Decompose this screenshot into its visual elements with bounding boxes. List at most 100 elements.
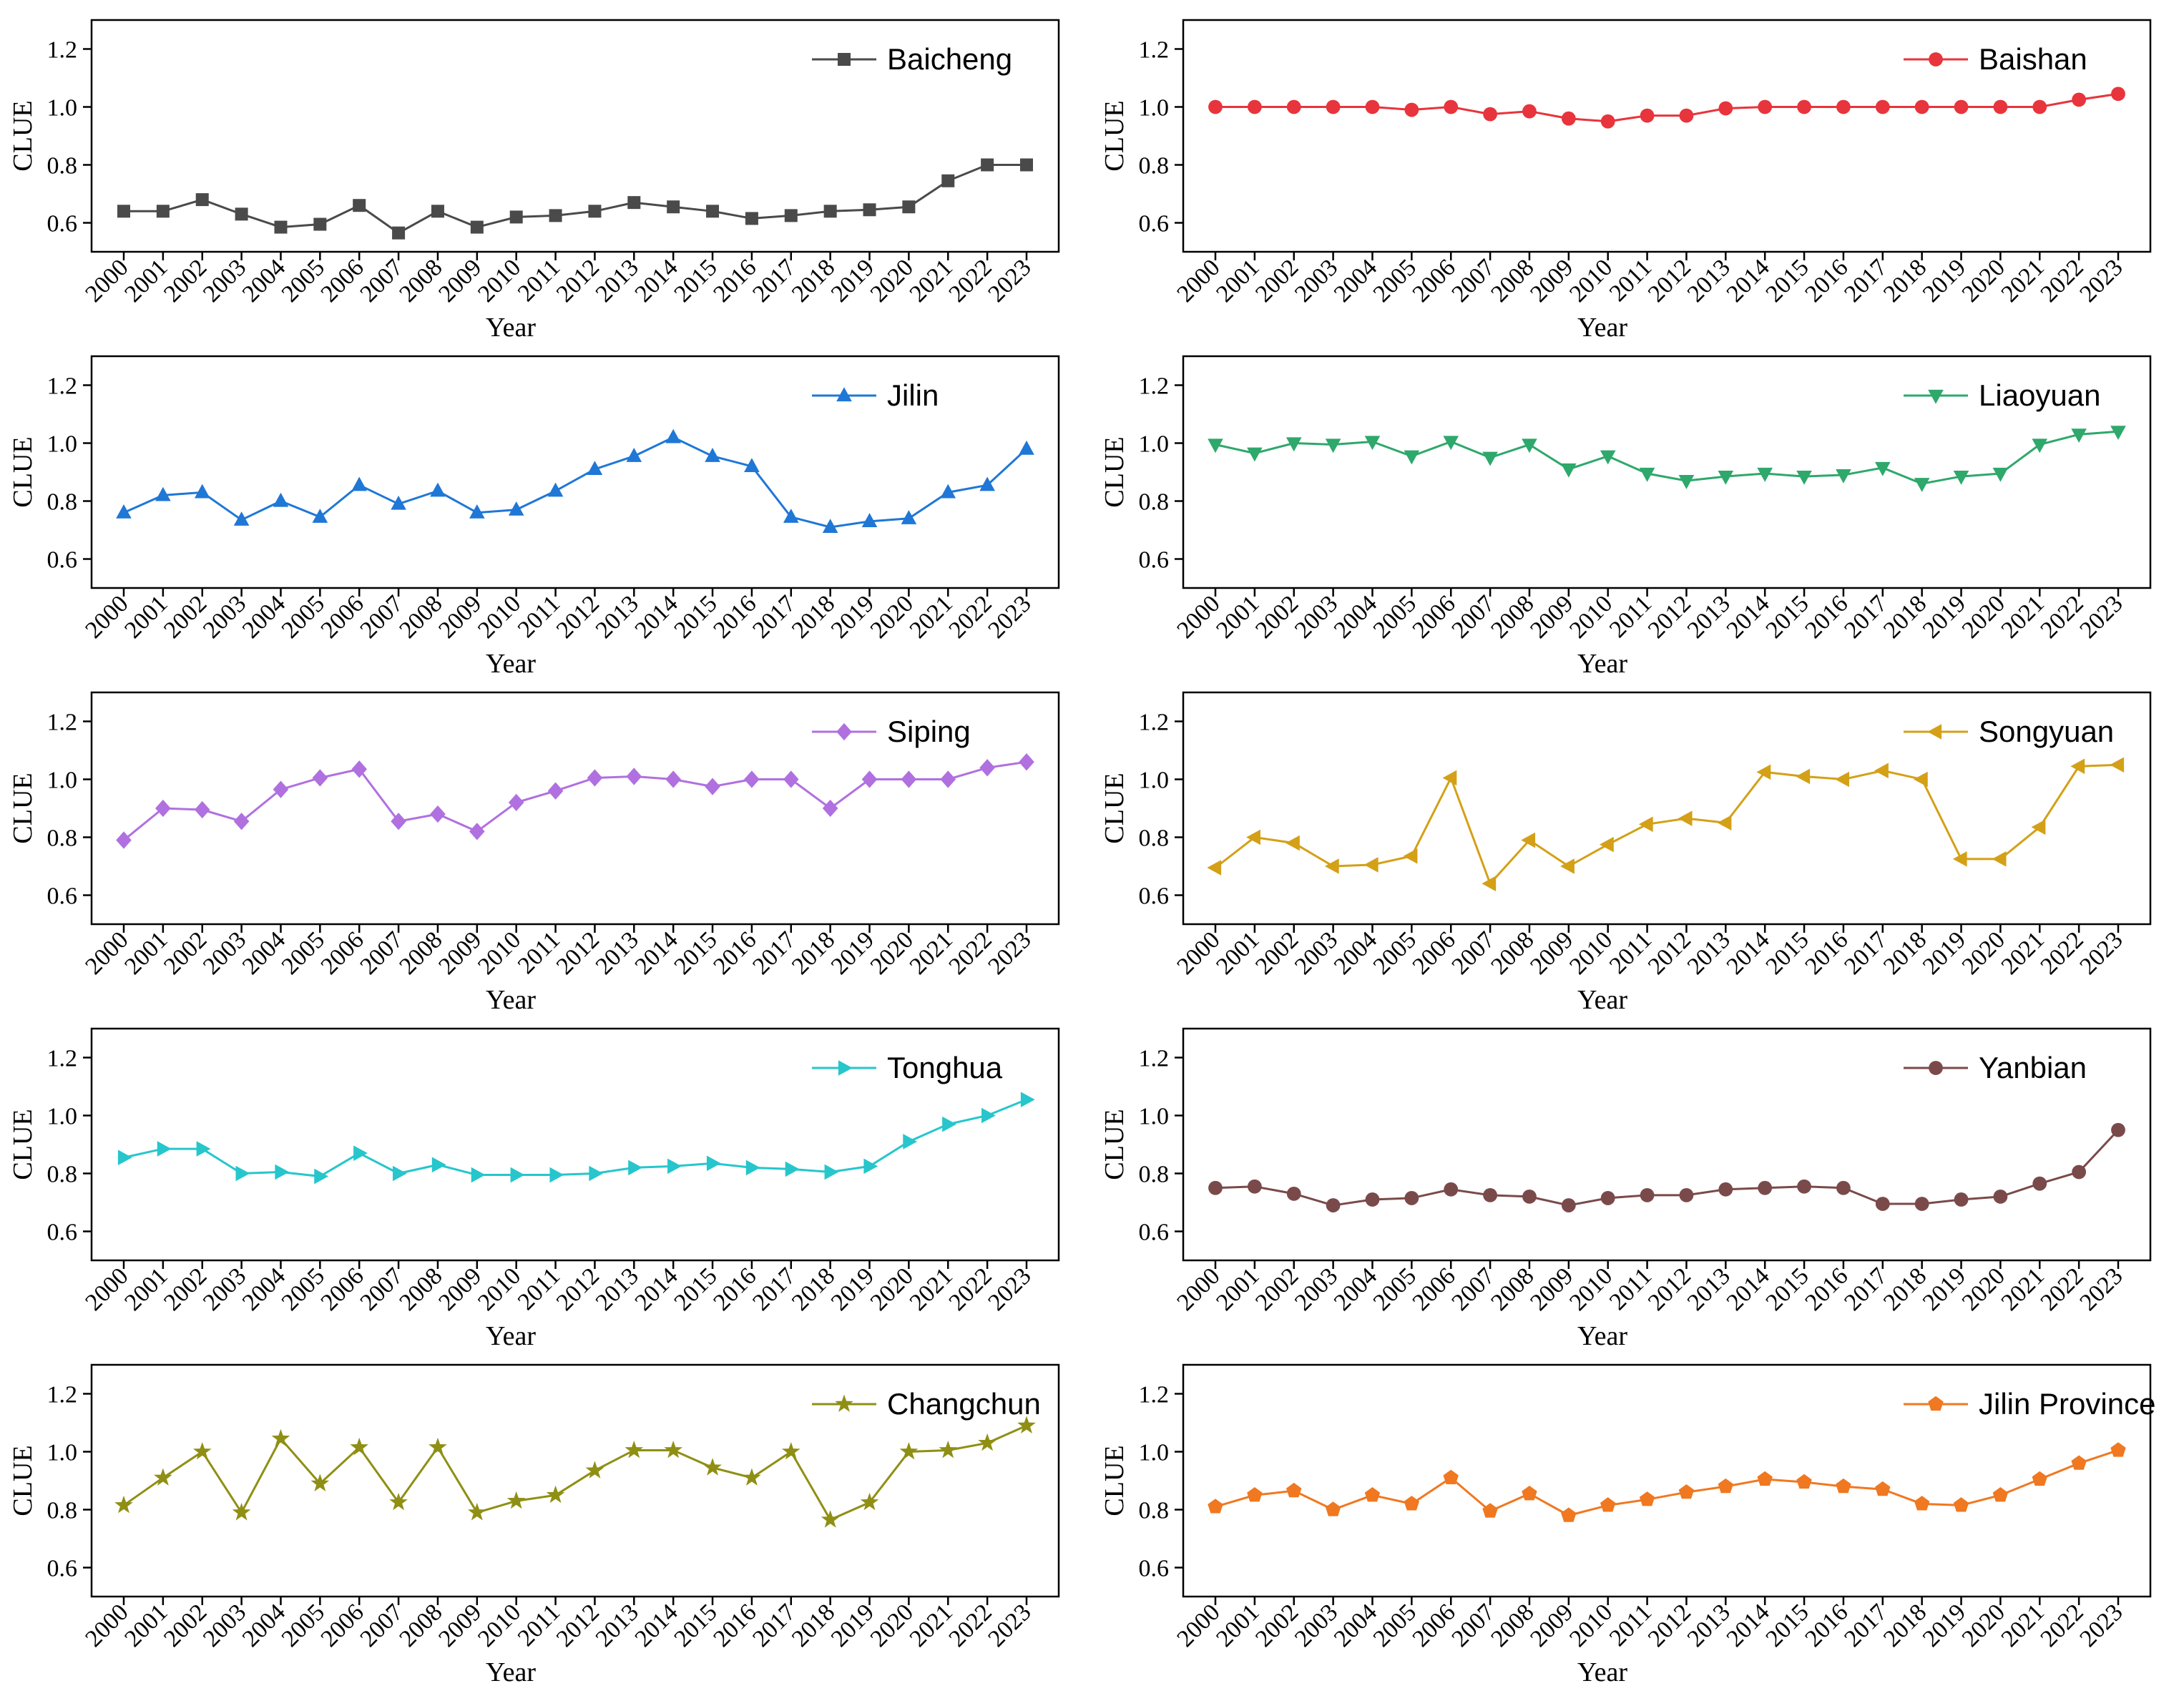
x-tick-label: 2023	[2075, 254, 2127, 307]
data-point	[1757, 467, 1773, 482]
data-point	[1992, 467, 2009, 482]
x-tick-label: 2008	[1486, 1599, 1539, 1652]
data-point	[706, 1155, 721, 1172]
data-point	[2032, 1471, 2047, 1486]
data-point	[1836, 1478, 1851, 1494]
y-tick-label: 1.2	[1139, 373, 1170, 400]
x-tick-label: 2018	[1879, 1263, 1931, 1315]
x-tick-label: 2010	[1564, 1263, 1617, 1315]
y-tick-label: 0.8	[1139, 153, 1170, 180]
data-point	[823, 205, 837, 218]
x-tick-label: 2008	[1486, 1263, 1539, 1315]
x-tick-label: 2018	[787, 254, 840, 307]
x-tick-label: 2022	[944, 1599, 997, 1652]
data-point	[705, 448, 720, 462]
x-tick-label: 2009	[434, 1263, 486, 1315]
x-tick-label: 2017	[1839, 926, 1892, 979]
x-tick-label: 2017	[748, 926, 800, 979]
data-point	[389, 1492, 408, 1511]
data-point	[821, 1510, 840, 1528]
data-point	[547, 482, 564, 497]
x-tick-label: 2012	[1643, 254, 1696, 307]
data-point	[195, 193, 209, 207]
x-tick-label: 2014	[630, 1599, 683, 1652]
x-tick-label: 2010	[473, 590, 526, 643]
data-point	[1325, 438, 1341, 454]
x-tick-label: 2018	[1879, 1599, 1931, 1652]
x-axis-title: Year	[1577, 985, 1627, 1015]
data-point	[744, 770, 760, 788]
x-tick-label: 2000	[1172, 1599, 1225, 1652]
data-point	[1640, 108, 1655, 123]
data-point	[626, 448, 642, 462]
x-tick-label: 2011	[1605, 590, 1657, 642]
chart-panel-siping: 0.6 0.8 1.0 1.2 2000 2001 2002 2003 2004 2005 2006…	[0, 672, 1092, 1015]
data-point	[391, 495, 406, 510]
data-point	[1444, 99, 1459, 114]
x-tick-label: 2002	[1250, 1263, 1303, 1315]
x-tick-label: 2017	[748, 590, 800, 643]
x-tick-label: 2010	[473, 254, 526, 307]
x-tick-label: 2015	[669, 1599, 722, 1652]
data-point	[1404, 102, 1419, 117]
y-tick-label: 1.2	[1139, 1046, 1170, 1072]
data-point	[1365, 99, 1380, 114]
y-axis-title: CLUE	[1100, 100, 1130, 171]
x-tick-label: 2018	[1879, 254, 1931, 307]
x-tick-label: 2015	[1761, 1263, 1813, 1315]
data-point	[784, 209, 798, 222]
x-tick-label: 2001	[1211, 254, 1264, 307]
x-tick-label: 2001	[1211, 1263, 1264, 1315]
data-point	[549, 1167, 564, 1183]
x-tick-label: 2022	[2036, 590, 2089, 643]
data-point	[469, 504, 485, 519]
x-tick-label: 2017	[1839, 1263, 1892, 1315]
chart-panel-changchun: 0.6 0.8 1.0 1.2 2000 2001 2002 2003 2004 2005 2006…	[0, 1345, 1092, 1687]
x-tick-label: 2000	[80, 1263, 133, 1315]
data-point	[508, 793, 524, 812]
y-tick-label: 1.0	[1139, 431, 1170, 458]
data-point	[235, 207, 248, 221]
x-tick-label: 2012	[552, 590, 604, 643]
data-point	[822, 799, 838, 818]
y-axis-title: CLUE	[1100, 1109, 1130, 1180]
series-line	[1215, 1129, 2120, 1207]
y-axis-title: CLUE	[8, 1109, 38, 1180]
data-point	[1679, 1187, 1694, 1202]
y-tick-label: 1.0	[1139, 95, 1170, 122]
x-tick-label: 2009	[434, 1599, 486, 1652]
x-tick-label: 2015	[669, 254, 722, 307]
data-point	[1522, 1485, 1537, 1501]
data-point	[2110, 757, 2125, 773]
x-tick-label: 2016	[708, 254, 761, 307]
data-point	[1678, 810, 1693, 826]
x-tick-label: 2011	[1605, 926, 1657, 979]
data-point	[1992, 1487, 2009, 1502]
data-point	[628, 1160, 643, 1176]
series-line	[1215, 1449, 2119, 1517]
data-point	[1638, 816, 1653, 833]
data-point	[1875, 99, 1890, 114]
data-point	[978, 1433, 996, 1451]
x-tick-label: 2000	[80, 1599, 133, 1652]
x-tick-label: 2019	[1918, 926, 1971, 979]
y-axis-title: CLUE	[1100, 1445, 1130, 1516]
data-point	[1913, 771, 1928, 788]
x-tick-label: 2022	[944, 926, 997, 979]
y-tick-label: 0.8	[47, 825, 78, 852]
data-point	[1208, 99, 1223, 114]
data-point	[508, 501, 524, 516]
legend-label: Siping	[887, 715, 971, 748]
x-tick-label: 2001	[1211, 926, 1264, 979]
x-tick-label: 2005	[277, 590, 330, 643]
data-point	[1246, 829, 1260, 845]
x-tick-label: 2020	[1957, 1263, 2010, 1315]
y-tick-label: 1.0	[47, 1440, 78, 1466]
data-point	[1019, 753, 1034, 771]
legend-label: Baicheng	[887, 42, 1012, 76]
x-tick-label: 2000	[1172, 254, 1225, 307]
data-point	[1286, 1186, 1301, 1201]
data-point	[1758, 1180, 1773, 1195]
chart-svg-jilin-province: 0.6 0.8 1.0 1.2 2000200120022003200420052006…	[1100, 1363, 2155, 1687]
